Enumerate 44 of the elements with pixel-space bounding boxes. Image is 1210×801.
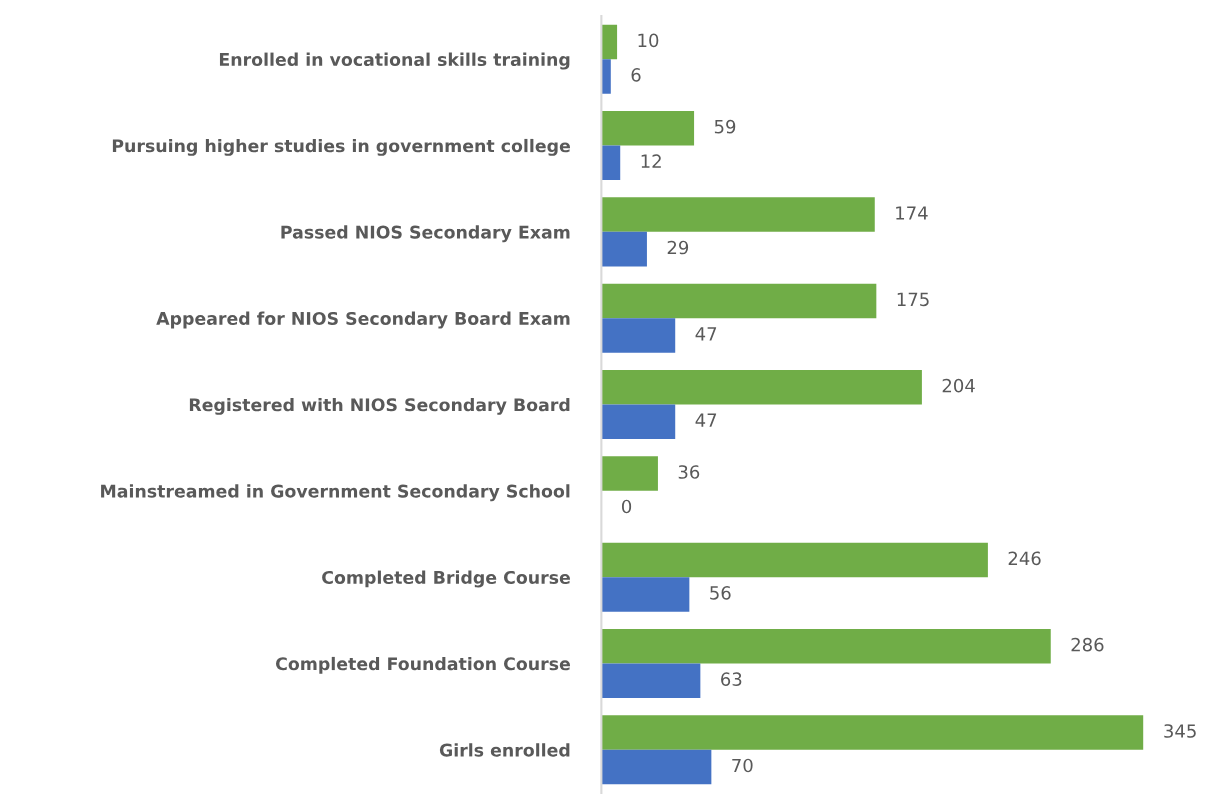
data-label: 47	[695, 413, 717, 427]
data-label: 175	[897, 292, 929, 307]
data-label: 174	[896, 206, 928, 220]
y-tick-label: Registered with NIOS Secondary Board	[189, 397, 570, 415]
bar	[601, 145, 621, 181]
data-label: 345	[1164, 724, 1196, 738]
data-label: 286	[1071, 637, 1104, 652]
y-tick-label: Appeared for NIOS Secondary Board Exam	[156, 311, 570, 329]
data-label: 29	[667, 240, 689, 255]
data-label: 12	[641, 154, 661, 168]
bar	[601, 749, 712, 785]
bar	[601, 628, 1051, 664]
bar	[601, 318, 676, 353]
bar	[601, 456, 658, 491]
y-tick-label: Girls enrolled	[439, 743, 570, 757]
bar	[601, 369, 922, 405]
data-label: 70	[732, 758, 753, 773]
bar	[601, 404, 676, 440]
bar	[601, 24, 618, 60]
data-label: 246	[1008, 551, 1041, 566]
bar	[601, 231, 647, 267]
data-label: 204	[942, 378, 975, 393]
bar	[601, 663, 701, 699]
bar	[601, 577, 690, 612]
y-tick-label: Completed Bridge Course	[322, 570, 570, 588]
y-tick-label: Pursuing higher studies in government college	[112, 138, 570, 156]
y-tick-label: Mainstreamed in Government Secondary School	[101, 484, 570, 502]
bar	[601, 197, 875, 232]
data-label: 59	[714, 119, 736, 134]
data-label: 6	[631, 68, 641, 82]
y-tick-label: Enrolled in vocational skills training	[219, 52, 570, 70]
data-label: 0	[622, 499, 632, 514]
bar	[601, 283, 877, 319]
bar	[601, 110, 695, 146]
bar	[601, 59, 611, 94]
bar	[601, 542, 988, 578]
data-label: 63	[721, 672, 742, 686]
data-label: 36	[678, 465, 700, 479]
data-label: 56	[710, 586, 731, 600]
y-tick-label: Completed Foundation Course	[275, 656, 570, 674]
data-label: 10	[638, 33, 659, 48]
y-tick-label: Passed NIOS Secondary Exam	[281, 225, 570, 243]
data-label: 47	[695, 327, 717, 341]
bar	[601, 715, 1144, 750]
